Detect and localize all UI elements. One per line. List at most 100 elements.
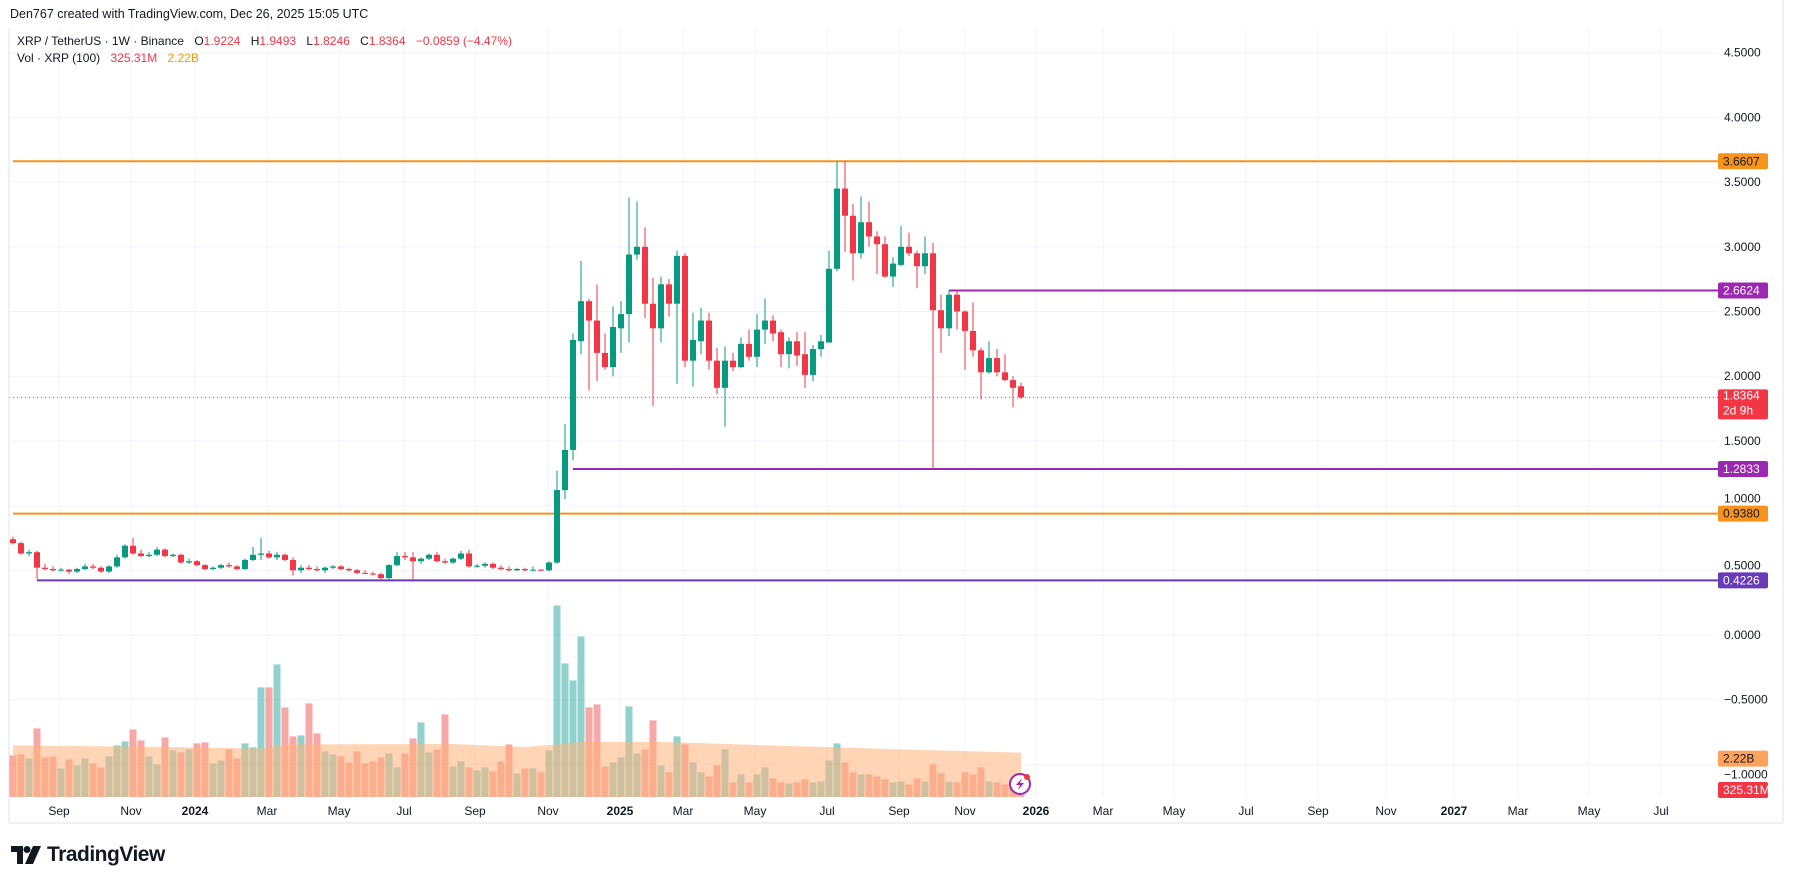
candle	[546, 561, 552, 572]
volume-bar	[265, 687, 273, 797]
candle-body	[962, 311, 968, 331]
time-tick-label: Mar	[1093, 804, 1114, 818]
candle	[594, 284, 600, 382]
candle	[418, 557, 424, 564]
candle-body	[914, 253, 920, 267]
candle	[282, 553, 288, 562]
candle-body	[250, 554, 256, 560]
candle-body	[82, 566, 88, 570]
candle-body	[154, 549, 160, 555]
candle	[826, 250, 832, 343]
time-tick-label: Sep	[48, 804, 70, 818]
candle	[682, 253, 688, 368]
price-tick-label: 3.5000	[1724, 175, 1761, 189]
candle-body	[714, 360, 720, 388]
symbol-legend: XRP / TetherUS · 1W · Binance O1.9224 H1…	[17, 34, 512, 48]
candle	[514, 567, 520, 571]
candle	[250, 547, 256, 562]
attribution: Den767 created with TradingView.com, Dec…	[10, 7, 369, 21]
time-tick-label: Nov	[537, 804, 558, 818]
time-tick-label: 2026	[1023, 804, 1050, 818]
candle	[26, 549, 32, 557]
candle	[434, 552, 440, 563]
candle-body	[362, 572, 368, 574]
candle-body	[426, 554, 432, 559]
candle	[386, 563, 392, 580]
time-tick-label: Mar	[1508, 804, 1529, 818]
candle	[402, 552, 408, 560]
candle-body	[330, 566, 336, 568]
candle	[106, 565, 112, 573]
symbol-title[interactable]: XRP / TetherUS · 1W · Binance	[17, 34, 184, 48]
volume-bar	[257, 687, 265, 797]
candle-body	[938, 310, 944, 329]
candle-body	[994, 358, 1000, 373]
candle	[226, 562, 232, 568]
time-tick-label: Jul	[1653, 804, 1668, 818]
candle	[954, 289, 960, 330]
candle-body	[586, 301, 592, 321]
candle	[242, 558, 248, 571]
candle-body	[642, 246, 648, 304]
candle	[874, 231, 880, 274]
time-tick-label: Jul	[819, 804, 834, 818]
candle-body	[722, 360, 728, 388]
candle	[650, 277, 656, 406]
candle-body	[874, 236, 880, 245]
time-tick-label: Sep	[1307, 804, 1329, 818]
candle-body	[602, 352, 608, 368]
candle	[1018, 382, 1024, 399]
candle-body	[282, 554, 288, 560]
candle-body	[594, 320, 600, 353]
candle-body	[658, 284, 664, 329]
candle	[130, 537, 136, 555]
change-value: −0.0859 (−4.47%)	[415, 34, 512, 48]
time-tick-label: Sep	[888, 804, 910, 818]
candle	[330, 565, 336, 570]
candle-body	[370, 573, 376, 575]
candle-body	[266, 553, 272, 558]
candle-body	[394, 556, 400, 566]
plot-area[interactable]	[9, 28, 1718, 797]
price-tick-label: 2.5000	[1724, 305, 1761, 319]
price-tick-label: −0.5000	[1724, 693, 1768, 707]
price-tick-label: 0.5000	[1724, 558, 1761, 572]
candle-body	[890, 263, 896, 277]
candle	[266, 550, 272, 559]
lightning-icon[interactable]	[1009, 773, 1031, 795]
candle-body	[354, 570, 360, 573]
candle	[298, 565, 304, 573]
candle-body	[434, 554, 440, 562]
candle	[946, 290, 952, 337]
tradingview-logo[interactable]: TradingView	[11, 843, 165, 867]
last-price-label-bg	[1718, 389, 1768, 420]
high-value: 1.9493	[259, 34, 297, 48]
candle-body	[770, 320, 776, 334]
candle	[10, 536, 16, 545]
candle	[450, 557, 456, 564]
level-price-label-bg	[1718, 153, 1768, 170]
candle-body	[898, 246, 904, 265]
time-tick-label: 2024	[182, 804, 209, 818]
candle-body	[674, 255, 680, 304]
candle-body	[234, 566, 240, 570]
candle-body	[418, 558, 424, 562]
candle	[578, 261, 584, 355]
candle-body	[650, 303, 656, 329]
candle-body	[1018, 386, 1024, 398]
candle-body	[50, 569, 56, 571]
candle-body	[578, 301, 584, 342]
level-price-label: 1.2833	[1723, 462, 1760, 476]
candle	[698, 307, 704, 355]
volume-title[interactable]: Vol · XRP (100)	[17, 51, 101, 65]
candle	[90, 563, 96, 570]
candle-body	[554, 490, 560, 563]
candle-body	[90, 566, 96, 568]
price-axis[interactable]: 4.5000 4.0000 3.5000 3.0000 2.5000 2.0000 1.50…	[1724, 46, 1768, 782]
candle	[58, 567, 64, 572]
time-axis[interactable]: Sep Nov 2024 Mar May Jul Sep Nov 2025 Mar May Jul Se…	[48, 804, 1668, 818]
candle	[122, 544, 128, 559]
candle	[634, 201, 640, 260]
candle	[506, 566, 512, 572]
